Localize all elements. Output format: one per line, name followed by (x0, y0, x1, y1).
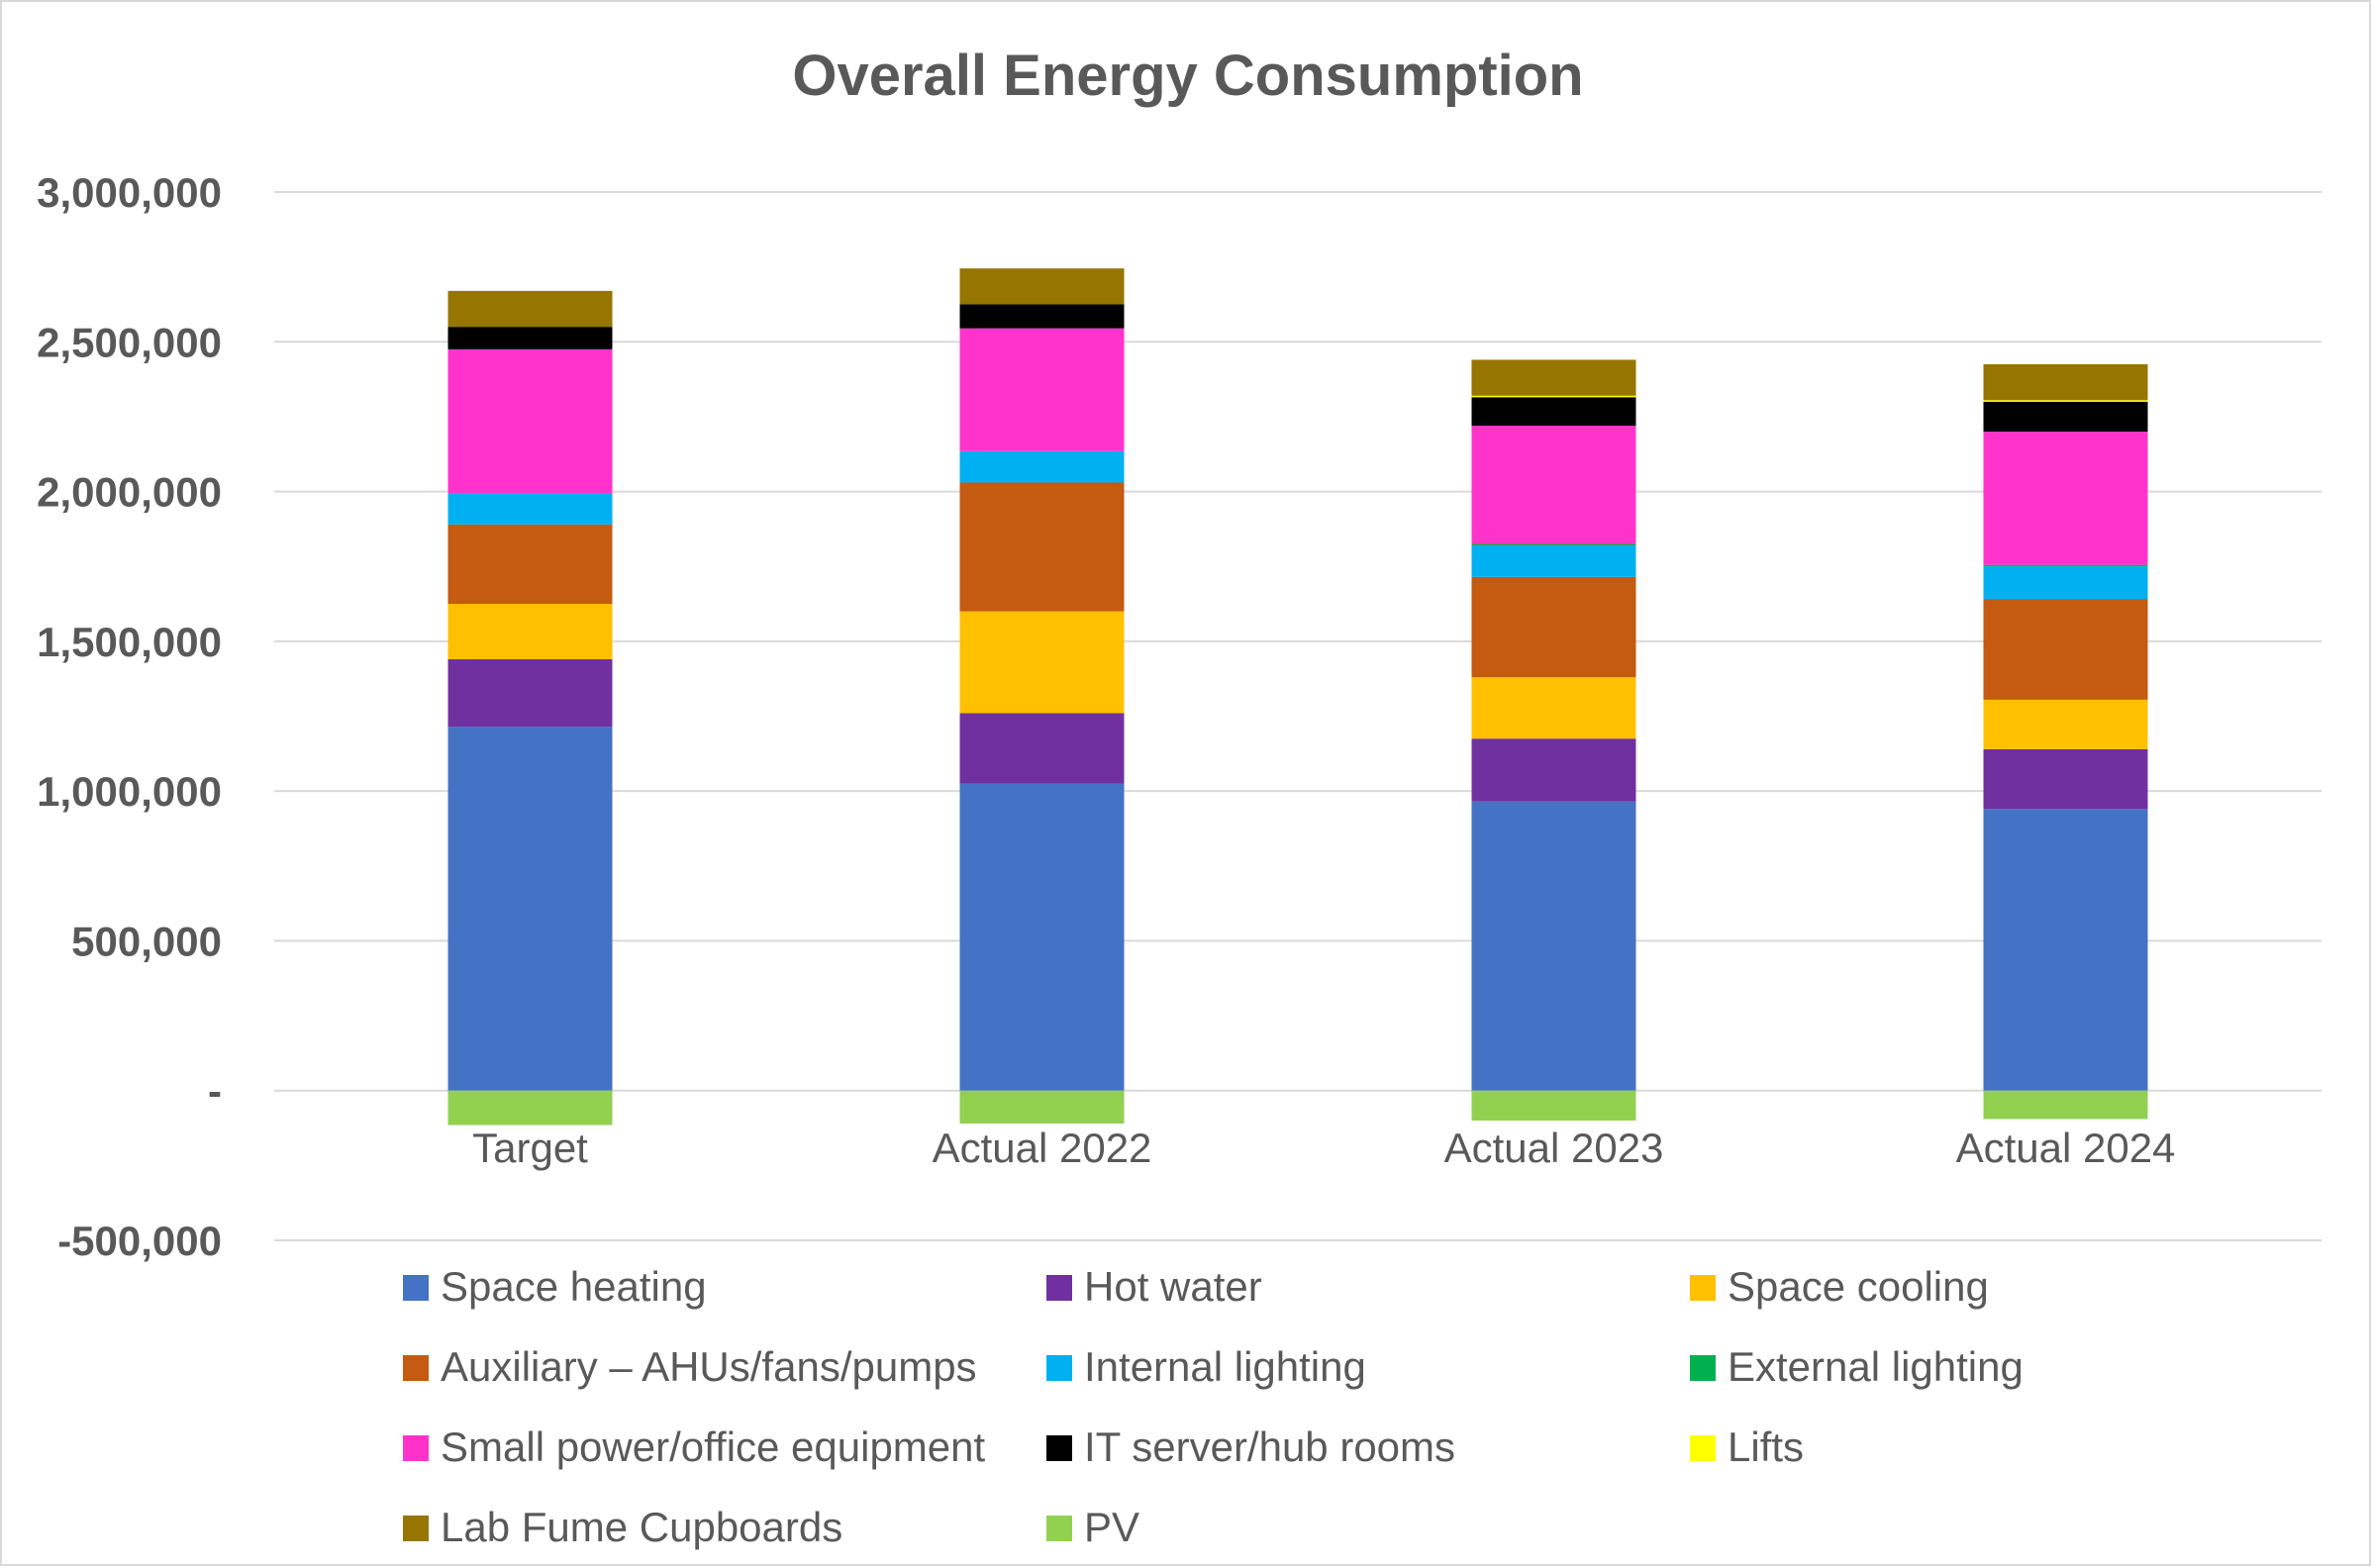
bar-segment-it-server-hub-rooms-1 (959, 304, 1125, 329)
bar-segment-hot-water-1 (959, 713, 1125, 784)
chart-title: Overall Energy Consumption (792, 44, 1583, 108)
bar-segment-lifts-3 (1983, 400, 2148, 402)
legend-label: Space cooling (1728, 1263, 1989, 1310)
legend-swatch (403, 1435, 429, 1461)
y-tick-label: -500,000 (57, 1218, 222, 1264)
bar-segment-lifts-2 (1471, 395, 1636, 398)
bar-segment-lab-fume-cupboards-2 (1471, 359, 1636, 396)
bar-segment-auxiliary-ahus-fans-pumps-2 (1471, 576, 1636, 678)
bar-segment-space-heating-3 (1983, 809, 2148, 1091)
bar-segment-hot-water-0 (447, 659, 613, 728)
legend-swatch (1046, 1275, 1072, 1301)
legend-label: Hot water (1084, 1263, 1262, 1310)
y-axis-ticks: 3,000,000 2,500,000 2,000,000 1,500,000 1,00… (37, 169, 222, 1264)
bar-segment-small-power-office-equipment-0 (447, 348, 613, 494)
bar-segment-pv-2 (1471, 1090, 1636, 1121)
legend-swatch (403, 1516, 429, 1541)
y-tick-label: 1,500,000 (37, 619, 222, 665)
legend-label: Space heating (441, 1263, 707, 1310)
legend-label: Lifts (1728, 1423, 1804, 1470)
bar-segment-external-lighting-3 (1983, 564, 2148, 567)
bar-segment-lab-fume-cupboards-1 (959, 268, 1125, 305)
bar-segment-small-power-office-equipment-3 (1983, 432, 2148, 565)
bar-segment-space-heating-0 (447, 727, 613, 1091)
legend-swatch (1046, 1516, 1072, 1541)
y-tick-label: 2,500,000 (37, 319, 222, 365)
bar-segment-space-cooling-1 (959, 611, 1125, 714)
bars (447, 268, 2148, 1126)
legend-swatch (403, 1275, 429, 1301)
y-tick-label: 1,000,000 (37, 768, 222, 815)
legend-label: Auxiliary – AHUs/fans/pumps (441, 1343, 977, 1390)
bar-segment-space-cooling-3 (1983, 699, 2148, 749)
y-tick-label: - (208, 1068, 222, 1115)
bar-segment-auxiliary-ahus-fans-pumps-1 (959, 482, 1125, 612)
y-tick-label: 3,000,000 (37, 169, 222, 216)
bar-segment-external-lighting-2 (1471, 543, 1636, 546)
bar-segment-lab-fume-cupboards-0 (447, 290, 613, 328)
bar-segment-hot-water-2 (1471, 738, 1636, 802)
bar-segment-internal-lighting-2 (1471, 545, 1636, 577)
legend-swatch (1690, 1435, 1716, 1461)
bar-segment-pv-0 (447, 1090, 613, 1126)
legend-label: Lab Fume Cupboards (441, 1504, 842, 1550)
bar-segment-space-heating-1 (959, 783, 1125, 1091)
bar-segment-space-cooling-0 (447, 604, 613, 660)
legend-label: IT server/hub rooms (1084, 1423, 1455, 1470)
bar-segment-space-heating-2 (1471, 801, 1636, 1091)
bar-segment-hot-water-3 (1983, 748, 2148, 810)
bar-segment-auxiliary-ahus-fans-pumps-0 (447, 524, 613, 605)
legend: Space heating Hot water Space cooling Auxil… (403, 1263, 2024, 1550)
bar-segment-small-power-office-equipment-2 (1471, 426, 1636, 544)
bar-segment-space-cooling-2 (1471, 677, 1636, 739)
bar-segment-internal-lighting-1 (959, 450, 1125, 483)
legend-swatch (1046, 1355, 1072, 1381)
bar-segment-auxiliary-ahus-fans-pumps-3 (1983, 599, 2148, 700)
gridlines (274, 191, 2322, 1241)
legend-swatch (1690, 1275, 1716, 1301)
bar-segment-internal-lighting-3 (1983, 566, 2148, 600)
x-tick-label: Actual 2024 (1956, 1125, 2176, 1171)
legend-label: Internal lighting (1084, 1343, 1366, 1390)
legend-swatch (1690, 1355, 1716, 1381)
bar-segment-small-power-office-equipment-1 (959, 328, 1125, 451)
legend-label: Small power/office equipment (441, 1423, 986, 1470)
x-axis-ticks: Target Actual 2022 Actual 2023 Actual 2024 (472, 1125, 2175, 1171)
y-tick-label: 500,000 (71, 918, 222, 964)
bar-segment-it-server-hub-rooms-2 (1471, 397, 1636, 427)
legend-swatch (1046, 1435, 1072, 1461)
bar-segment-it-server-hub-rooms-0 (447, 327, 613, 349)
bar-segment-it-server-hub-rooms-3 (1983, 401, 2148, 433)
bar-segment-internal-lighting-0 (447, 493, 613, 525)
x-tick-label: Target (472, 1125, 588, 1171)
legend-swatch (403, 1355, 429, 1381)
bar-segment-pv-3 (1983, 1090, 2148, 1120)
legend-label: PV (1084, 1504, 1139, 1550)
y-tick-label: 2,000,000 (37, 469, 222, 516)
legend-label: External lighting (1728, 1343, 2024, 1390)
bar-segment-pv-1 (959, 1090, 1125, 1124)
x-tick-label: Actual 2023 (1444, 1125, 1664, 1171)
bar-segment-lab-fume-cupboards-3 (1983, 363, 2148, 401)
x-tick-label: Actual 2022 (933, 1125, 1152, 1171)
